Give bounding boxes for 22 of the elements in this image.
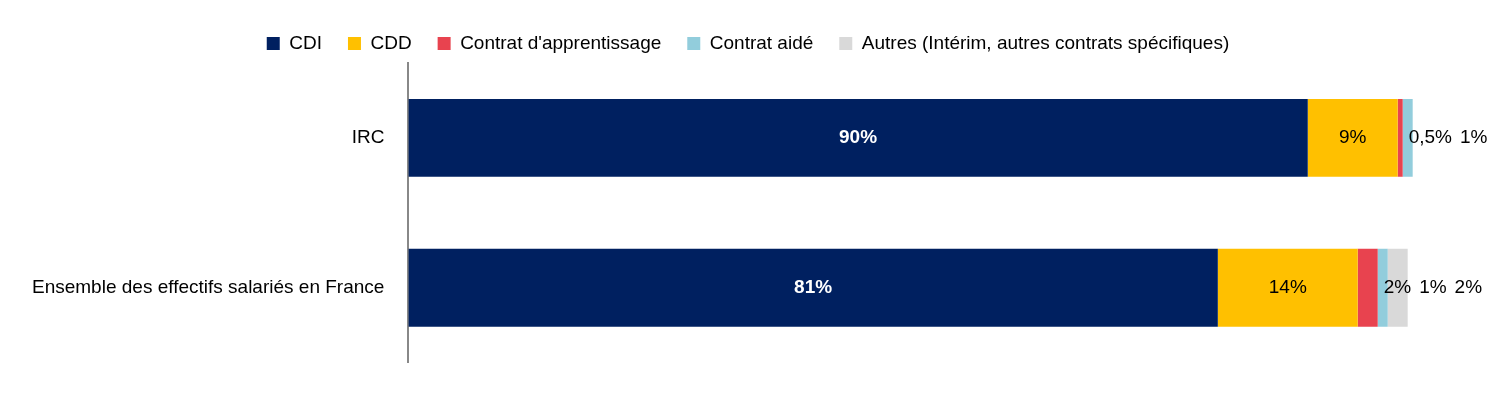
- legend-label: Contrat aidé: [709, 31, 814, 53]
- bar: [1217, 248, 1358, 327]
- legend-label: Autres (Intérim, autres contrats spécifiques): [861, 31, 1230, 53]
- data-label: 81%: [794, 275, 833, 297]
- legend-label: CDD: [370, 31, 412, 53]
- legend-label: CDI: [289, 31, 322, 53]
- y-tick-label: Ensemble des effectifs salariés en France: [31, 275, 385, 297]
- bar: [408, 98, 1308, 177]
- bar: [408, 248, 1218, 327]
- data-label: 14%: [1268, 275, 1307, 297]
- legend-label: Contrat d'apprentissage: [460, 31, 662, 53]
- data-label: 2%: [1454, 275, 1483, 297]
- bar: [1307, 98, 1398, 177]
- data-label: 0,5%: [1408, 126, 1453, 148]
- data-label: 1%: [1419, 275, 1447, 297]
- bar: [1397, 98, 1403, 177]
- data-label: 1%: [1459, 126, 1488, 148]
- data-label: 90%: [839, 126, 878, 148]
- data-label: 9%: [1338, 126, 1367, 148]
- data-label: 2%: [1383, 275, 1412, 297]
- y-tick-label: IRC: [351, 126, 385, 148]
- bar: [1357, 248, 1378, 327]
